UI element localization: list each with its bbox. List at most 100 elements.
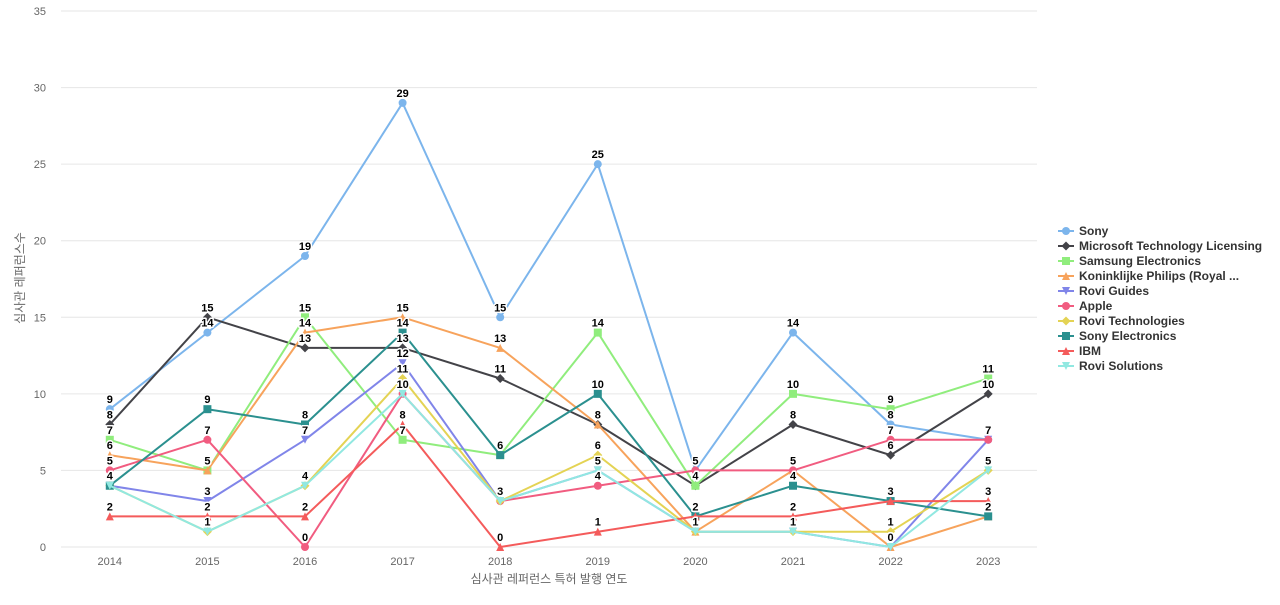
legend-label[interactable]: Rovi Solutions	[1079, 359, 1163, 373]
series-1[interactable]	[105, 312, 993, 491]
series-line[interactable]	[108, 423, 990, 548]
data-point[interactable]	[202, 312, 212, 322]
legend-item[interactable]: Microsoft Technology Licensing	[1058, 239, 1262, 253]
legend-item[interactable]: Samsung Electronics	[1058, 254, 1201, 268]
series-6[interactable]	[105, 374, 993, 537]
data-point[interactable]	[593, 420, 602, 429]
data-point[interactable]	[301, 328, 309, 337]
data-point[interactable]	[789, 527, 797, 536]
data-point[interactable]	[593, 481, 602, 490]
legend-label[interactable]: Koninklijke Philips (Royal ...	[1079, 269, 1239, 283]
data-point[interactable]	[886, 435, 895, 444]
data-point[interactable]	[984, 374, 993, 383]
legend-item[interactable]: Rovi Guides	[1058, 284, 1149, 298]
data-point[interactable]	[496, 543, 505, 551]
data-point[interactable]	[398, 420, 407, 429]
data-point[interactable]	[886, 497, 895, 506]
data-point[interactable]	[301, 543, 309, 551]
data-point[interactable]	[398, 435, 407, 444]
data-point[interactable]	[398, 98, 407, 107]
data-point[interactable]	[301, 481, 309, 490]
series-0[interactable]	[105, 98, 993, 475]
legend-item[interactable]: Rovi Solutions	[1058, 359, 1163, 373]
data-point[interactable]	[593, 527, 602, 536]
series-5[interactable]	[105, 389, 993, 551]
data-point[interactable]	[593, 328, 602, 337]
legend-marker[interactable]	[1062, 362, 1070, 370]
data-point[interactable]	[593, 160, 602, 169]
data-point[interactable]	[203, 527, 212, 536]
legend-label[interactable]: Microsoft Technology Licensing	[1079, 239, 1262, 253]
data-point[interactable]	[593, 450, 603, 460]
data-point[interactable]	[301, 435, 309, 444]
data-point[interactable]	[105, 405, 114, 414]
legend-label[interactable]: Samsung Electronics	[1079, 254, 1201, 268]
legend-marker[interactable]	[1062, 272, 1070, 280]
data-point[interactable]	[496, 343, 505, 352]
data-point[interactable]	[300, 343, 310, 353]
data-point[interactable]	[886, 420, 895, 429]
legend-marker[interactable]	[1062, 227, 1070, 235]
legend-item[interactable]: Sony Electronics	[1058, 329, 1177, 343]
series-line[interactable]	[108, 316, 990, 487]
data-point[interactable]	[203, 405, 212, 414]
legend-label[interactable]: IBM	[1079, 344, 1101, 358]
data-point[interactable]	[886, 450, 896, 460]
series-line[interactable]	[108, 101, 990, 472]
legend-marker[interactable]	[1062, 302, 1070, 310]
data-point[interactable]	[398, 389, 407, 398]
series-line[interactable]	[108, 392, 990, 548]
data-point[interactable]	[984, 497, 993, 506]
data-point[interactable]	[789, 328, 797, 337]
legend-item[interactable]: Rovi Technologies	[1058, 314, 1185, 328]
series-9[interactable]	[105, 389, 993, 551]
data-point[interactable]	[691, 481, 700, 490]
legend-label[interactable]: Sony	[1079, 224, 1109, 238]
data-point[interactable]	[984, 435, 993, 444]
data-point[interactable]	[301, 313, 309, 322]
data-point[interactable]	[105, 466, 114, 475]
data-point[interactable]	[301, 512, 309, 521]
data-point[interactable]	[203, 497, 212, 506]
data-point[interactable]	[495, 374, 505, 384]
data-point[interactable]	[105, 451, 114, 460]
legend-marker[interactable]	[1062, 287, 1070, 295]
data-point[interactable]	[496, 497, 505, 506]
legend-item[interactable]: Sony	[1058, 224, 1109, 238]
series-line[interactable]	[108, 316, 990, 548]
legend-label[interactable]: Apple	[1079, 299, 1113, 313]
data-point[interactable]	[398, 328, 407, 337]
data-point[interactable]	[105, 419, 115, 429]
data-point[interactable]	[984, 466, 993, 475]
data-point[interactable]	[789, 466, 797, 475]
series-8[interactable]	[105, 420, 993, 551]
data-point[interactable]	[593, 466, 602, 475]
data-point[interactable]	[398, 359, 407, 368]
data-point[interactable]	[203, 466, 212, 475]
legend-marker[interactable]	[1061, 241, 1071, 251]
data-point[interactable]	[886, 543, 895, 551]
legend-item[interactable]: IBM	[1058, 344, 1101, 358]
legend-label[interactable]: Rovi Guides	[1079, 284, 1149, 298]
series-line[interactable]	[108, 316, 990, 487]
legend-label[interactable]: Rovi Technologies	[1079, 314, 1185, 328]
series-line[interactable]	[108, 331, 990, 518]
legend-item[interactable]: Koninklijke Philips (Royal ...	[1058, 269, 1239, 283]
data-point[interactable]	[398, 374, 408, 384]
data-point[interactable]	[105, 512, 114, 521]
data-point[interactable]	[398, 343, 408, 353]
data-point[interactable]	[105, 435, 114, 444]
data-point[interactable]	[398, 313, 407, 322]
data-point[interactable]	[496, 313, 505, 322]
data-point[interactable]	[789, 512, 797, 521]
legend-marker[interactable]	[1062, 257, 1070, 265]
data-point[interactable]	[789, 389, 797, 398]
legend-label[interactable]: Sony Electronics	[1079, 329, 1177, 343]
data-point[interactable]	[886, 527, 896, 537]
data-point[interactable]	[203, 435, 212, 444]
series-3[interactable]	[105, 313, 993, 551]
data-point[interactable]	[691, 466, 700, 475]
data-point[interactable]	[301, 252, 309, 261]
data-point[interactable]	[301, 420, 309, 429]
